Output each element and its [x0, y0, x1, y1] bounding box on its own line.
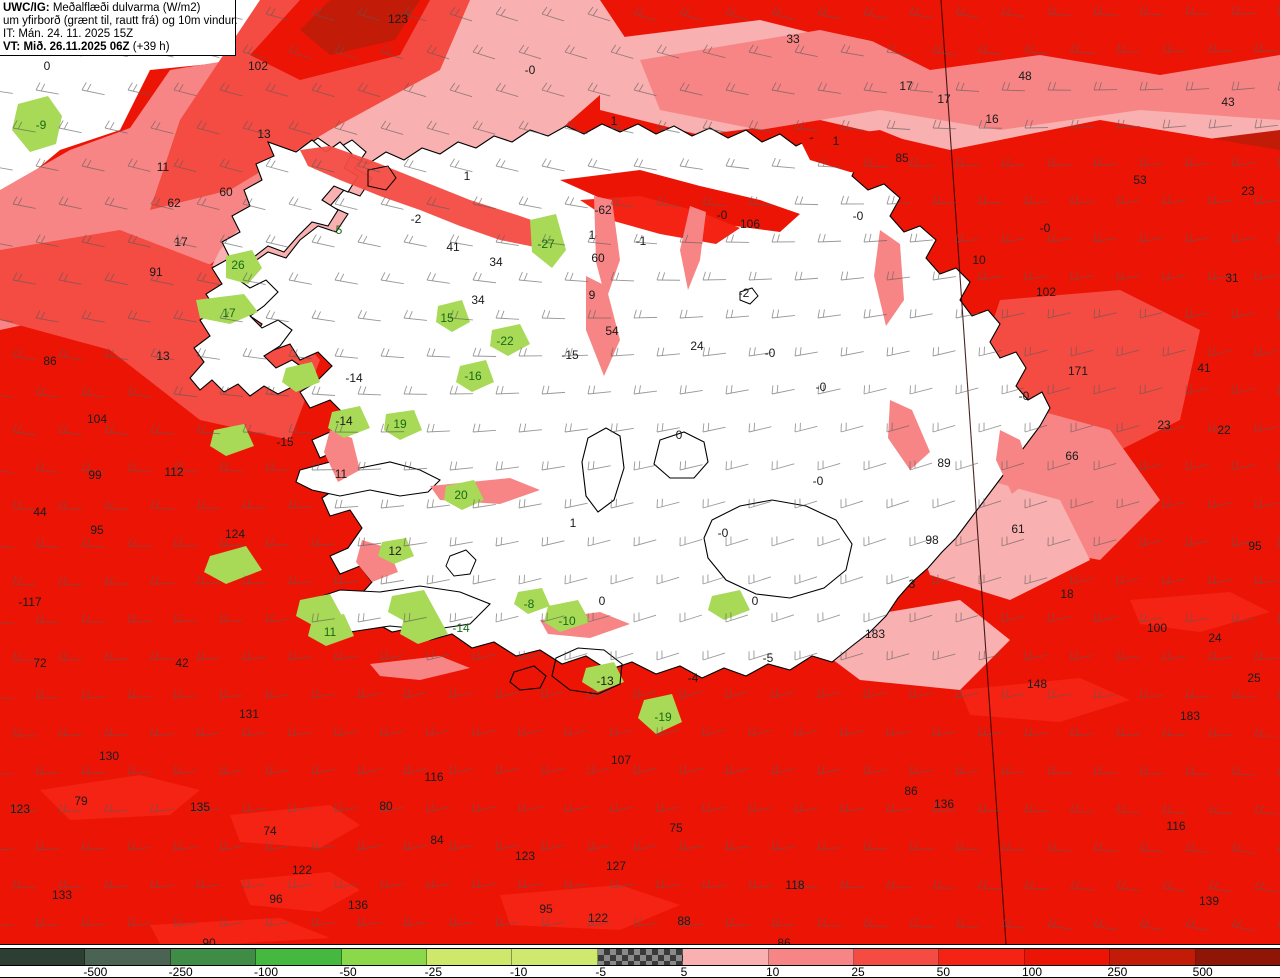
colorbar-swatch[interactable]	[170, 949, 257, 965]
flux-blob-50-100-e	[150, 918, 330, 944]
info-line-2: um yfirborð (grænt til, rautt frá) og 10…	[3, 15, 238, 27]
glacier-eyjafjallajokull	[509, 665, 547, 691]
colorbar-tick: -10	[510, 965, 528, 978]
colorbar-tick: 250	[1107, 965, 1128, 978]
colorbar-swatch[interactable]	[597, 949, 684, 965]
flux-green-neg-r	[388, 590, 436, 622]
forecast-hour: (+39 h)	[129, 41, 170, 53]
colorbar-tick: -50	[339, 965, 357, 978]
info-line-1-rest: Meðalflæði dulvarma (W/m2)	[49, 2, 201, 14]
flux-green-neg-w	[204, 546, 262, 584]
iceland-landmass	[213, 123, 1051, 679]
flux-land-patch-s2	[370, 656, 470, 680]
glacier-myrdalsjokull	[551, 647, 623, 695]
colorbar-swatch[interactable]	[768, 949, 855, 965]
flux-land-nw-25-50	[300, 146, 560, 248]
flux-green-neg-e	[436, 300, 470, 332]
colorbar-swatch[interactable]	[683, 949, 769, 965]
colorbar-tick: 100	[1022, 965, 1043, 978]
colorbar-tick: 25	[851, 965, 865, 978]
flux-land-fjord-d	[874, 230, 904, 326]
flux-land-fjord-b	[680, 206, 706, 290]
colorbar-swatch[interactable]	[427, 949, 513, 965]
flux-green-neg-v	[282, 362, 320, 392]
flux-green-neg-p	[638, 694, 682, 734]
glacier-langjokull	[581, 427, 625, 513]
info-line-3-init-time: IT: Mán. 24. 11. 2025 15Z	[3, 28, 134, 40]
colorbar-tick: 10	[766, 965, 780, 978]
colorbar-swatch[interactable]	[256, 949, 342, 965]
colorbar-tick: -5	[595, 965, 606, 978]
flux-land-fjord-c	[586, 276, 620, 376]
flux-region-250-500-nwpatch	[300, 0, 420, 55]
colorbar-swatch[interactable]	[939, 949, 1025, 965]
colorbar-tick-labels: -500 -250 -100 -50 -25 -10 -5 5 10 25 50 100 250 500	[0, 966, 1280, 978]
colorbar-swatch[interactable]	[854, 949, 940, 965]
colorbar-tick: -100	[254, 965, 279, 978]
info-line-1: UWC/IG: Meðalflæði dulvarma (W/m2)	[3, 2, 232, 15]
colorbar-swatch[interactable]	[1110, 949, 1196, 965]
flux-blob-50-100-f	[960, 678, 1130, 722]
lake-myvatn	[739, 287, 759, 305]
flux-green-neg-h	[384, 410, 422, 440]
colorbar-swatch[interactable]	[1024, 949, 1111, 965]
flux-green-neg-c	[196, 294, 258, 324]
colorbar-swatch[interactable]	[85, 949, 171, 965]
flux-blob-50-100-b	[230, 805, 360, 848]
iceland-snaefellsnes	[295, 461, 441, 497]
map-svg	[0, 0, 1280, 944]
glacier-hofsjokull	[653, 431, 709, 479]
flux-green-neg-b	[226, 250, 262, 284]
flux-land-ne-100-250	[800, 130, 930, 180]
flux-blob-50-100-a	[40, 775, 200, 820]
colorbar-swatch[interactable]	[341, 949, 428, 965]
colorbar-tick: -500	[83, 965, 108, 978]
flux-green-neg-n	[514, 588, 550, 614]
lake-thingvallavatn	[445, 549, 477, 577]
colorbar-tick: -250	[168, 965, 193, 978]
colorbar-swatch[interactable]	[0, 949, 86, 965]
meridian-line	[940, 0, 1007, 944]
colorbar[interactable]: -500 -250 -100 -50 -25 -10 -5 5 10 25 50 100 250 500	[0, 944, 1280, 978]
colorbar-tick: 50	[936, 965, 951, 978]
model-name: UWC/IG:	[3, 2, 50, 14]
valid-time: VT: Mið. 26.11.2025 06Z	[3, 41, 130, 53]
flux-region-100-250-ne2	[1020, 130, 1280, 250]
flux-green-neg-q	[296, 594, 342, 626]
flux-land-n-100-250	[560, 170, 800, 232]
colorbar-swatch[interactable]	[1195, 949, 1280, 965]
flux-green-neg-g	[456, 360, 494, 392]
map-canvas[interactable]: 0 123 33 48 102 -0 17 17 16 43 -9 13 1 1 85 11 60 62 1 53 23…	[0, 0, 1280, 944]
colorbar-tick: -25	[424, 965, 442, 978]
flux-green-neg-m	[544, 600, 590, 632]
flux-blob-50-100-d	[500, 885, 680, 930]
flux-green-neg-s	[708, 590, 750, 620]
colorbar-tick: 500	[1192, 965, 1213, 978]
flux-land-fjord-e	[888, 400, 930, 470]
flux-green-neg-u	[328, 406, 370, 438]
colorbar-swatches[interactable]	[0, 948, 1280, 966]
iceland-westfjords	[189, 139, 359, 397]
colorbar-swatch[interactable]	[512, 949, 598, 965]
info-line-4: VT: Mið. 26.11.2025 06Z (+39 h)	[3, 41, 232, 54]
flux-land-fjord-g	[324, 430, 360, 482]
flux-green-neg-o	[582, 662, 624, 692]
glacier-drangajokull	[367, 165, 397, 191]
colorbar-tick: 5	[680, 965, 688, 978]
flux-region-100-250-ne	[870, 0, 1280, 75]
glacier-vatnajokull	[703, 499, 853, 599]
flux-land-fjord-f	[996, 430, 1032, 494]
flux-green-neg-j	[378, 538, 414, 564]
flux-green-neg-f	[490, 324, 530, 356]
info-box: UWC/IG: Meðalflæði dulvarma (W/m2) um yf…	[0, 0, 238, 56]
flux-green-neg-a	[12, 96, 62, 152]
flux-blob-50-100-c	[240, 872, 360, 912]
